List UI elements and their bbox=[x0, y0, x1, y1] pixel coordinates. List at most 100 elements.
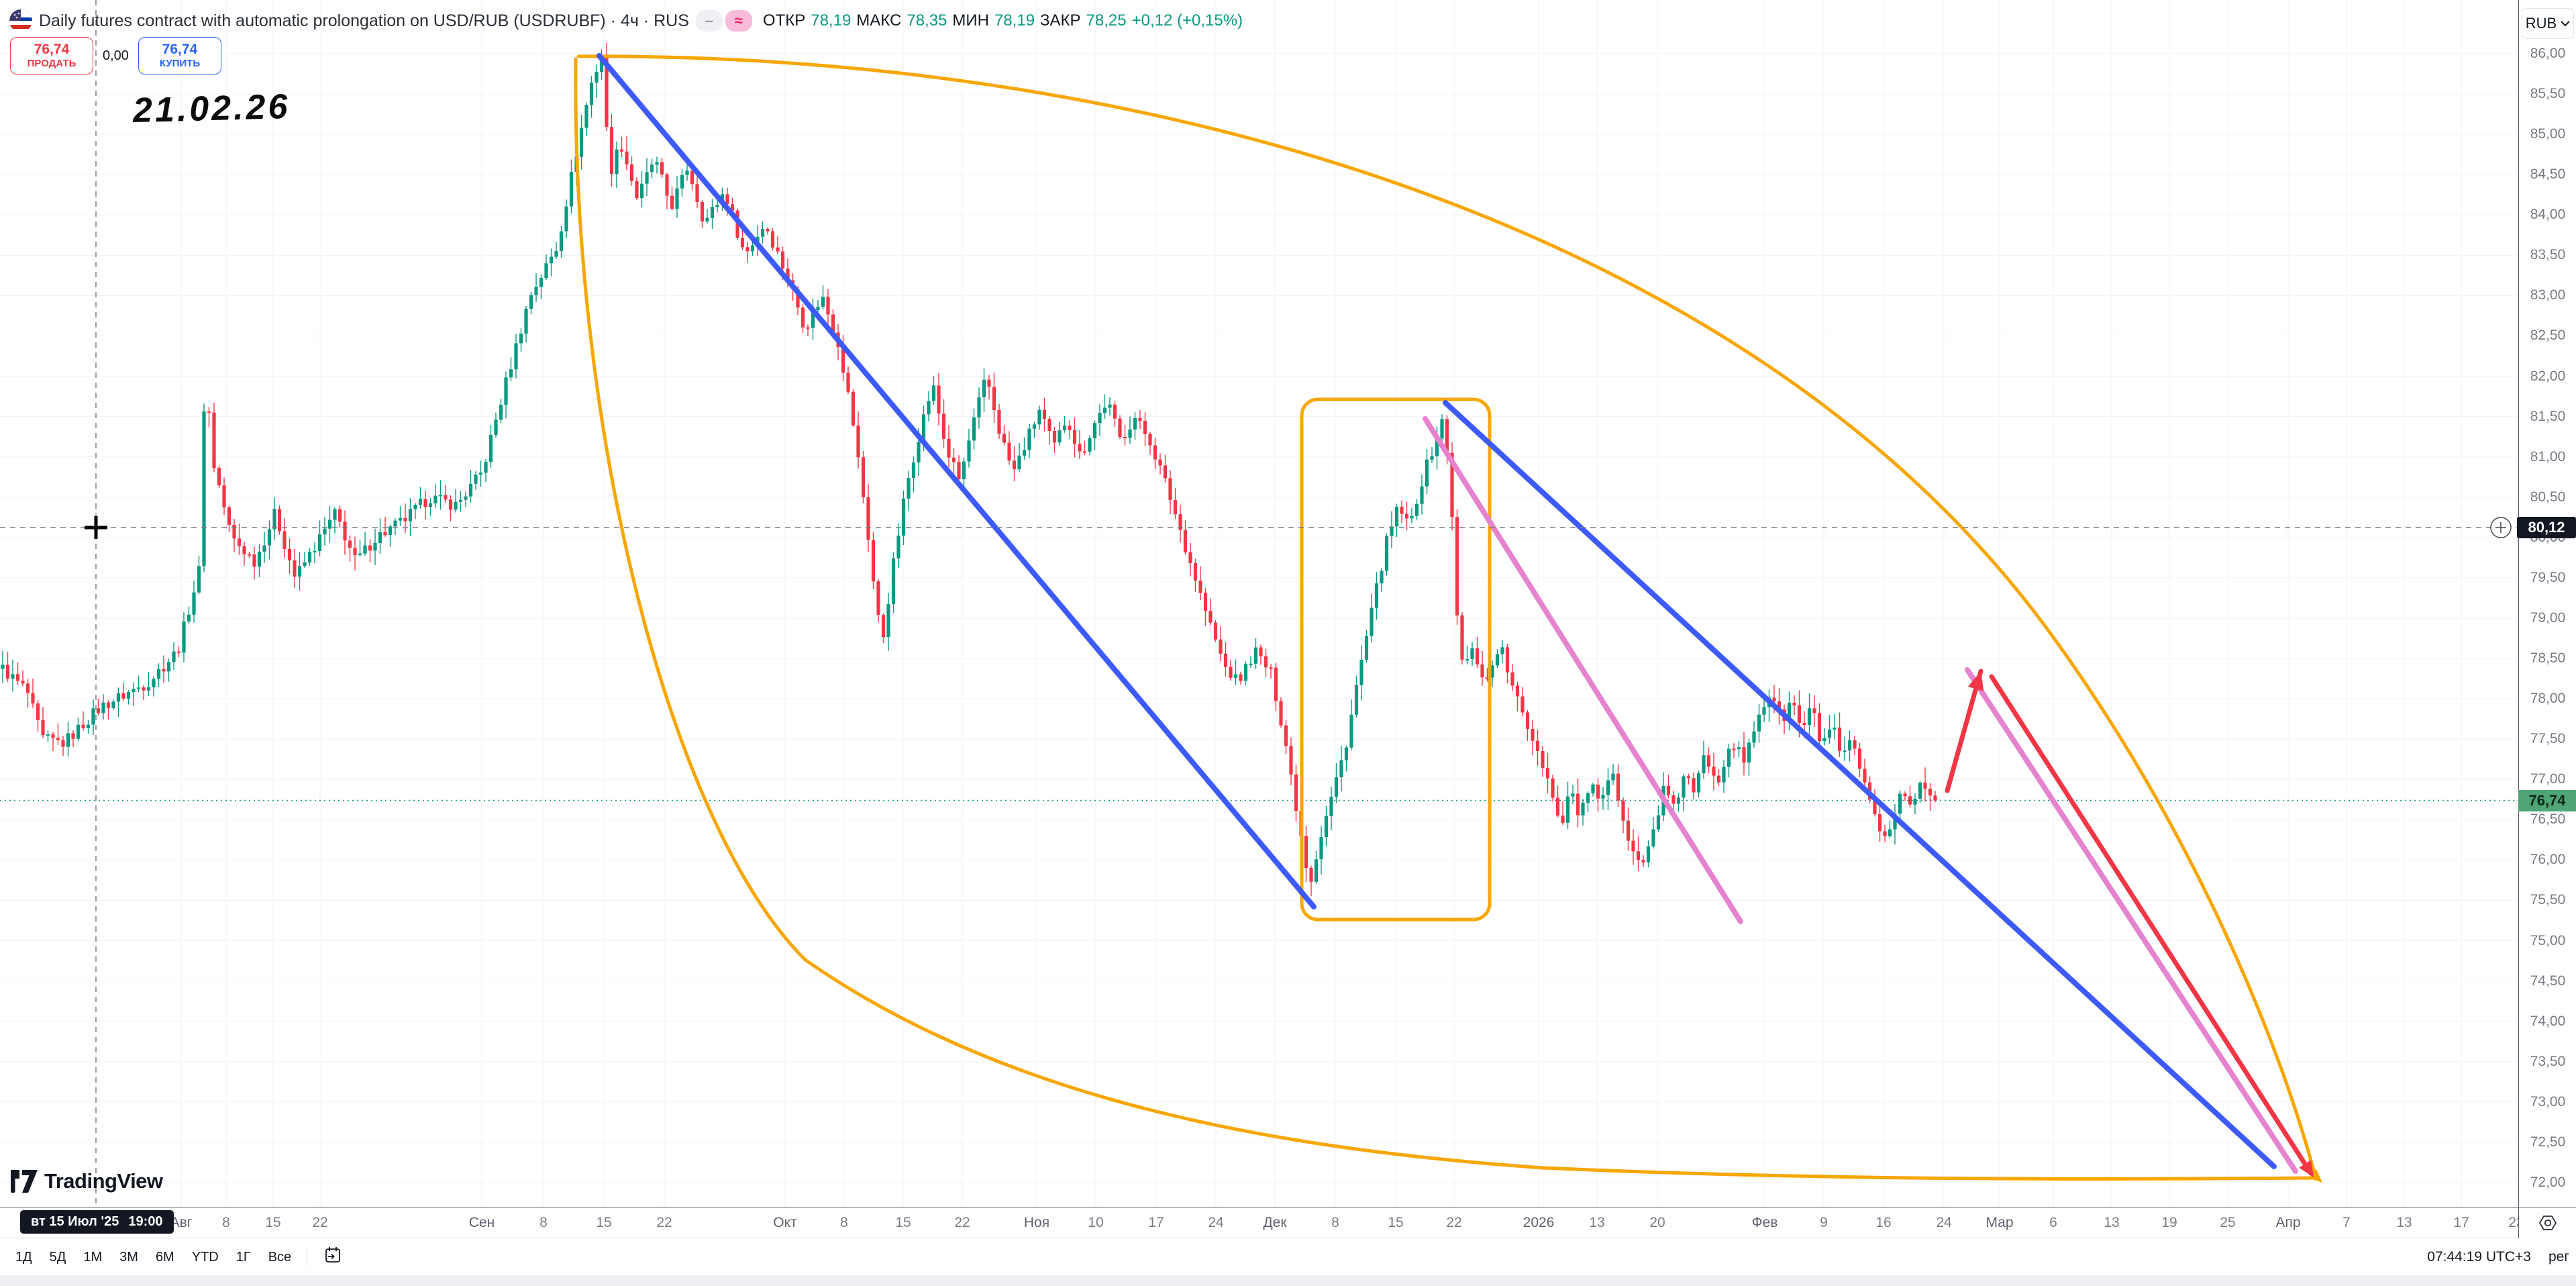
arrowhead bbox=[2299, 1160, 2314, 1177]
time-axis-label: 22 bbox=[312, 1215, 328, 1230]
arrowhead bbox=[2308, 1169, 2322, 1183]
price-axis-label: 79,00 bbox=[2530, 609, 2566, 626]
leaf-lower-arc[interactable] bbox=[574, 57, 2318, 1181]
price-axis-label: 72,50 bbox=[2530, 1134, 2566, 1150]
time-axis-label: 15 bbox=[1388, 1215, 1404, 1230]
price-axis-label: 82,50 bbox=[2530, 328, 2566, 344]
time-axis-label: Дек bbox=[1263, 1215, 1287, 1230]
symbol-title[interactable]: Daily futures contract with automatic pr… bbox=[39, 11, 689, 30]
time-axis-label: 13 bbox=[2396, 1215, 2412, 1230]
range-button-3м[interactable]: 3М bbox=[119, 1249, 138, 1265]
price-axis-label: 80,50 bbox=[2530, 489, 2566, 505]
time-axis-label: Ноя bbox=[1023, 1215, 1050, 1230]
time-axis-label: 20 bbox=[1649, 1215, 1665, 1230]
range-button-1г[interactable]: 1Г bbox=[236, 1249, 251, 1265]
red-up-arrow[interactable] bbox=[1945, 669, 1983, 793]
range-button-ytd[interactable]: YTD bbox=[191, 1249, 219, 1265]
time-axis-label: Сен bbox=[468, 1215, 495, 1230]
toolbar-right-text[interactable]: рег bbox=[2548, 1249, 2569, 1265]
time-axis-label: 22 bbox=[656, 1215, 672, 1230]
price-axis-label: 82,00 bbox=[2530, 368, 2566, 384]
time-axis-label: 6 bbox=[2049, 1215, 2057, 1230]
time-axis-label: 8 bbox=[222, 1215, 230, 1230]
pink-trendline-1[interactable] bbox=[1423, 416, 1743, 924]
time-axis-label: Авг bbox=[170, 1215, 193, 1230]
magnet-icon[interactable]: ≈ bbox=[725, 10, 752, 32]
sell-button[interactable]: 76,74 ПРОДАТЬ bbox=[10, 37, 93, 75]
time-axis-label: 15 bbox=[265, 1215, 281, 1230]
spread-value: 0,00 bbox=[103, 48, 129, 63]
clock-area: 07:44:19 UTC+3 рег bbox=[2427, 1249, 2576, 1265]
chart-header: Daily futures contract with automatic pr… bbox=[9, 9, 1243, 32]
price-axis-label: 75,00 bbox=[2530, 932, 2566, 948]
tooltip-date: вт 15 Июл '25 bbox=[31, 1214, 119, 1229]
price-axis[interactable]: 86,00 85,50 85,00 84,50 84,00 83,50 83,00 82,50… bbox=[2518, 0, 2576, 1207]
price-axis-label: 73,50 bbox=[2530, 1053, 2566, 1069]
pink-trendline-2[interactable] bbox=[1965, 667, 2298, 1174]
hide-indicator-icon[interactable]: – bbox=[695, 10, 723, 32]
low-label: МИН bbox=[952, 11, 989, 30]
buy-label: КУПИТЬ bbox=[159, 58, 201, 70]
ohlc-readout: ОТКР 78,19 МАКС 78,35 МИН 78,19 ЗАКР 78,25 +… bbox=[763, 11, 1243, 30]
price-axis-label: 86,00 bbox=[2530, 46, 2566, 61]
price-axis-label: 84,50 bbox=[2530, 166, 2566, 183]
tooltip-time: 19:00 bbox=[128, 1214, 163, 1229]
price-axis-label: 76,00 bbox=[2530, 852, 2566, 868]
price-axis-label: 83,00 bbox=[2530, 287, 2566, 303]
time-axis-label: 13 bbox=[1589, 1215, 1605, 1230]
clock[interactable]: 07:44:19 UTC+3 bbox=[2427, 1249, 2531, 1265]
time-axis-label: 13 bbox=[2104, 1215, 2120, 1230]
time-axis-label: 2026 bbox=[1523, 1215, 1555, 1230]
high-value: 78,35 bbox=[907, 11, 947, 30]
close-label: ЗАКР bbox=[1040, 11, 1081, 30]
date-annotation[interactable]: 21.02.26 bbox=[132, 87, 291, 131]
time-axis-label: 8 bbox=[840, 1215, 848, 1230]
range-button-5д[interactable]: 5Д bbox=[49, 1249, 66, 1265]
time-axis-label: Фев bbox=[1751, 1215, 1778, 1230]
time-axis-label: Мар bbox=[1986, 1215, 2014, 1230]
arrowhead bbox=[1967, 671, 1984, 691]
go-to-date-button[interactable] bbox=[314, 1241, 352, 1273]
range-button-1д[interactable]: 1Д bbox=[15, 1249, 32, 1265]
price-axis-label: 83,50 bbox=[2530, 247, 2566, 263]
time-axis-label: 7 bbox=[2342, 1215, 2351, 1230]
time-axis-label: 25 bbox=[2220, 1215, 2236, 1230]
range-button-6м[interactable]: 6М bbox=[155, 1249, 174, 1265]
open-value: 78,19 bbox=[811, 11, 852, 30]
time-axis-label: 8 bbox=[1331, 1215, 1339, 1230]
time-axis-label: 24 bbox=[1208, 1215, 1224, 1230]
usdrub-flag-icon bbox=[9, 9, 32, 32]
time-axis-label: 8 bbox=[539, 1215, 548, 1230]
price-axis-label: 84,00 bbox=[2530, 207, 2566, 223]
range-button-1м[interactable]: 1М bbox=[83, 1249, 103, 1265]
chart-canvas[interactable] bbox=[0, 0, 2518, 1207]
time-axis-label: 9 bbox=[1820, 1215, 1828, 1230]
time-axis-settings[interactable] bbox=[2518, 1207, 2576, 1238]
currency-label: RUB bbox=[2525, 15, 2557, 32]
time-axis[interactable]: Авг 8 15 22 Сен 8 15 22 Окт 8 15 22 Ноя 10 17 24 Дек 8 15 2… bbox=[0, 1207, 2524, 1238]
highlight-rectangle[interactable] bbox=[1300, 397, 1492, 922]
blue-trendline-2[interactable] bbox=[1443, 400, 2277, 1169]
currency-selector[interactable]: RUB bbox=[2522, 8, 2574, 39]
time-axis-label: 16 bbox=[1875, 1215, 1892, 1230]
crosshair-date-tooltip: вт 15 Июл '25 19:00 bbox=[20, 1210, 174, 1234]
price-axis-label: 78,50 bbox=[2530, 650, 2566, 666]
high-label: МАКС bbox=[856, 11, 902, 30]
time-axis-label: 17 bbox=[1148, 1215, 1164, 1230]
range-button-все[interactable]: Все bbox=[268, 1249, 292, 1265]
buy-button[interactable]: 76,74 КУПИТЬ bbox=[138, 37, 221, 75]
chevron-down-icon bbox=[2561, 20, 2570, 26]
sell-label: ПРОДАТЬ bbox=[27, 58, 76, 70]
red-down-arrow[interactable] bbox=[1989, 674, 2314, 1176]
leaf-upper-arc[interactable] bbox=[576, 54, 2318, 1180]
buy-price: 76,74 bbox=[162, 42, 198, 58]
tradingview-logo[interactable]: TradingView bbox=[11, 1169, 163, 1193]
price-axis-label: 81,50 bbox=[2530, 408, 2566, 424]
blue-trendline-1[interactable] bbox=[597, 53, 1317, 909]
price-axis-label: 72,00 bbox=[2530, 1174, 2566, 1190]
close-value: 78,25 bbox=[1086, 11, 1127, 30]
price-axis-label: 81,00 bbox=[2530, 448, 2566, 464]
price-axis-label: 78,00 bbox=[2530, 691, 2566, 707]
time-axis-label: 22 bbox=[1446, 1215, 1462, 1230]
crosshair-price-badge: 80,12 bbox=[2517, 517, 2576, 538]
